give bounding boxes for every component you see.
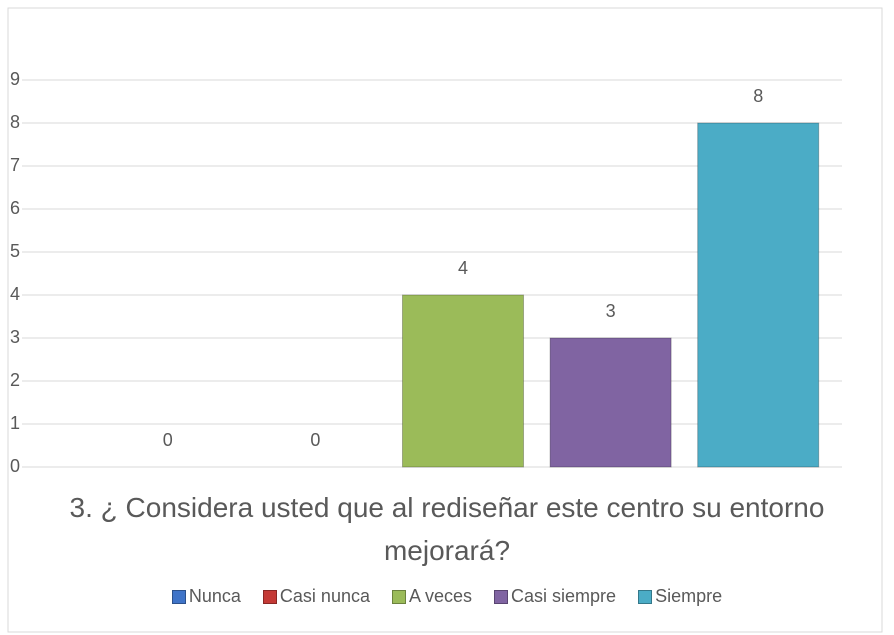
legend-swatch <box>638 589 653 604</box>
data-label: 0 <box>310 430 320 450</box>
legend-swatch <box>262 589 277 604</box>
legend-swatch <box>391 589 406 604</box>
legend-item: A veces <box>391 586 473 607</box>
bar <box>697 122 820 468</box>
legend-item: Casi siempre <box>494 586 616 607</box>
chart-title: 3. ¿ Considera usted que al rediseñar es… <box>69 492 825 566</box>
legend-label: Casi nunca <box>279 586 370 606</box>
bar <box>401 294 525 468</box>
legend-label: Casi siempre <box>511 586 617 606</box>
legend-item: Nunca <box>171 586 241 607</box>
legend-label: Nunca <box>188 586 241 606</box>
data-label: 0 <box>163 430 173 450</box>
y-tick-label: 8 <box>10 112 20 132</box>
y-tick-label: 1 <box>10 413 20 433</box>
y-tick-label: 0 <box>10 456 20 476</box>
data-label: 3 <box>606 301 616 321</box>
y-tick-label: 5 <box>10 241 20 261</box>
bar <box>549 337 672 468</box>
y-tick-label: 2 <box>10 370 20 390</box>
legend-label: Siempre <box>655 586 723 606</box>
data-label: 4 <box>458 258 468 278</box>
y-tick-label: 9 <box>10 69 20 89</box>
legend-item: Siempre <box>638 586 722 607</box>
legend-item: Casi nunca <box>262 586 370 607</box>
legend: Nunca Casi nunca A veces Casi siempre Siempr… <box>0 586 894 607</box>
y-tick-label: 3 <box>10 327 20 347</box>
y-tick-label: 6 <box>10 198 20 218</box>
legend-swatch <box>171 589 186 604</box>
y-tick-label: 4 <box>10 284 20 304</box>
y-tick-label: 7 <box>10 155 20 175</box>
legend-swatch <box>494 589 509 604</box>
data-label: 8 <box>753 86 763 106</box>
legend-label: A veces <box>408 586 473 606</box>
